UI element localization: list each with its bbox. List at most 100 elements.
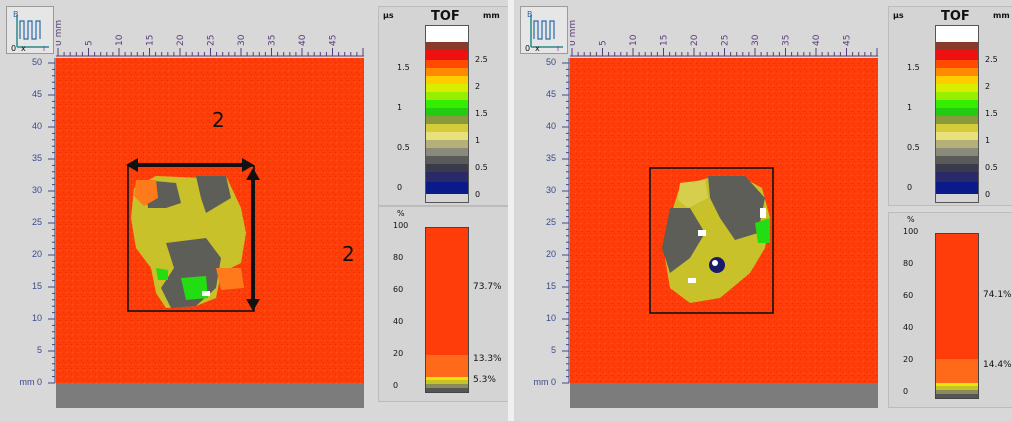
us-tick-label: 0.5 bbox=[907, 143, 920, 152]
x-tick-label: 35 bbox=[782, 35, 792, 46]
percent-value-main-right: 74.1% bbox=[983, 290, 1012, 300]
mm-tick-label: 0 bbox=[985, 190, 991, 199]
x-tick-label: 35 bbox=[268, 35, 278, 46]
defect-green bbox=[181, 276, 208, 300]
y-tick-label: mm 0 bbox=[19, 377, 43, 387]
percent-value-main: 73.7% bbox=[473, 282, 502, 292]
x-tick-label: 20 bbox=[176, 34, 186, 46]
percent-axis-label: 60 bbox=[903, 291, 914, 300]
x-tick-label: 30 bbox=[237, 34, 247, 46]
percent-axis-label: 100 bbox=[393, 221, 409, 230]
y-tick-label: 50 bbox=[31, 57, 42, 67]
x-axis-ruler-right: 0 mm 5 10 15 20 25 30 35 40 45 bbox=[568, 6, 878, 58]
percent-axis-label: 40 bbox=[903, 323, 914, 332]
tof-colorbar bbox=[425, 25, 469, 203]
pulse-icon[interactable]: B 0 x I bbox=[6, 6, 54, 54]
y-tick-label: mm 0 bbox=[533, 377, 557, 387]
y-tick-label: 10 bbox=[545, 313, 556, 323]
x-tick-label: 40 bbox=[298, 34, 308, 46]
percent-axis-label: 0 bbox=[393, 381, 399, 390]
y-tick-label: 45 bbox=[545, 89, 556, 99]
x-tick-label: 0 mm bbox=[570, 20, 578, 46]
mm-tick-label: 2.5 bbox=[475, 55, 488, 64]
y-ruler-ticks bbox=[562, 58, 570, 384]
defect-orange-top bbox=[134, 180, 158, 206]
x-tick-label: 25 bbox=[207, 35, 217, 46]
percent-axis-label: 20 bbox=[903, 355, 914, 364]
mm-tick-label: 1.5 bbox=[985, 109, 998, 118]
y-tick-label: 35 bbox=[545, 153, 556, 163]
x-tick-label: 45 bbox=[329, 35, 339, 46]
defect-green-right bbox=[755, 218, 770, 243]
x-tick-label: 25 bbox=[721, 35, 731, 46]
svg-text:I: I bbox=[557, 45, 559, 53]
svg-text:B: B bbox=[527, 10, 533, 19]
x-tick-label: 45 bbox=[843, 35, 853, 46]
defect-orange-right bbox=[216, 268, 244, 290]
histogram-bar bbox=[425, 227, 469, 393]
tof-title-right: TOF bbox=[941, 9, 970, 24]
x-ruler-ticks: 0 mm 5 10 15 20 25 30 35 40 45 bbox=[54, 20, 364, 57]
panel-divider bbox=[508, 0, 514, 421]
pulse-glyph: B 0 x I bbox=[11, 10, 49, 53]
x-tick-label: 5 bbox=[599, 40, 609, 46]
y-tick-label: 40 bbox=[545, 121, 556, 131]
y-tick-label: 25 bbox=[545, 217, 556, 227]
y-tick-label: 20 bbox=[31, 249, 42, 259]
y-tick-label: 10 bbox=[31, 313, 42, 323]
histogram-bar-right bbox=[935, 233, 979, 399]
svg-text:x: x bbox=[21, 44, 26, 53]
svg-text:B: B bbox=[13, 10, 19, 19]
y-tick-label: 50 bbox=[545, 57, 556, 67]
us-tick-label: 0.5 bbox=[397, 143, 410, 152]
svg-text:I: I bbox=[43, 45, 45, 53]
mm-tick-label: 0 bbox=[475, 190, 481, 199]
us-tick-label: 1.5 bbox=[907, 63, 920, 72]
unit-mm-label-right: mm bbox=[993, 11, 1010, 20]
y-tick-label: 20 bbox=[545, 249, 556, 259]
x-tick-label: 10 bbox=[629, 34, 639, 46]
y-axis-ruler-right: 50 45 40 35 30 25 20 15 10 5 mm 0 bbox=[520, 57, 570, 408]
pulse-glyph-right: B 0 x I bbox=[525, 10, 563, 53]
mm-tick-label: 0.5 bbox=[475, 163, 488, 172]
y-tick-label: 5 bbox=[36, 345, 42, 355]
percent-axis-label: 40 bbox=[393, 317, 404, 326]
annotation-vertical-label: 2 bbox=[342, 242, 355, 266]
mm-tick-label: 2.5 bbox=[985, 55, 998, 64]
mm-tick-label: 0.5 bbox=[985, 163, 998, 172]
y-ruler-ticks bbox=[48, 58, 56, 384]
percent-label: % bbox=[397, 209, 405, 218]
us-tick-label: 0 bbox=[397, 183, 403, 192]
x-tick-label: 5 bbox=[85, 40, 95, 46]
y-tick-label: 30 bbox=[31, 185, 42, 195]
defect-dark-right-left bbox=[662, 208, 705, 273]
x-tick-label: 40 bbox=[812, 34, 822, 46]
percent-axis-label: 20 bbox=[393, 349, 404, 358]
x-ruler-ticks-right: 0 mm 5 10 15 20 25 30 35 40 45 bbox=[568, 20, 878, 57]
svg-text:0: 0 bbox=[525, 44, 530, 53]
mm-tick-label: 1 bbox=[985, 136, 991, 145]
us-tick-label: 1 bbox=[397, 103, 403, 112]
y-tick-label: 15 bbox=[31, 281, 42, 291]
percent-axis-label: 80 bbox=[903, 259, 914, 268]
percent-value-third: 5.3% bbox=[473, 375, 496, 385]
c-scan-image-right[interactable] bbox=[570, 58, 878, 408]
x-tick-label: 15 bbox=[660, 35, 670, 46]
svg-text:x: x bbox=[535, 44, 540, 53]
percent-value-second: 13.3% bbox=[473, 354, 502, 364]
unit-us-label: µs bbox=[383, 11, 394, 20]
percent-histogram-panel-right: % 100 80 60 40 20 0 74.1% 14.4% bbox=[888, 212, 1012, 408]
pulse-icon-right[interactable]: B 0 x I bbox=[520, 6, 568, 54]
percent-value-second-right: 14.4% bbox=[983, 360, 1012, 370]
c-scan-svg bbox=[56, 58, 364, 408]
y-tick-label: 40 bbox=[31, 121, 42, 131]
percent-axis-label: 100 bbox=[903, 227, 919, 236]
y-tick-label: 25 bbox=[31, 217, 42, 227]
y-tick-label: 45 bbox=[31, 89, 42, 99]
c-scan-image[interactable] bbox=[56, 58, 364, 408]
x-tick-label: 20 bbox=[690, 34, 700, 46]
x-axis-ruler: 0 mm 5 10 15 20 25 30 35 40 45 bbox=[54, 6, 364, 58]
defect-bbox-right bbox=[649, 167, 774, 314]
